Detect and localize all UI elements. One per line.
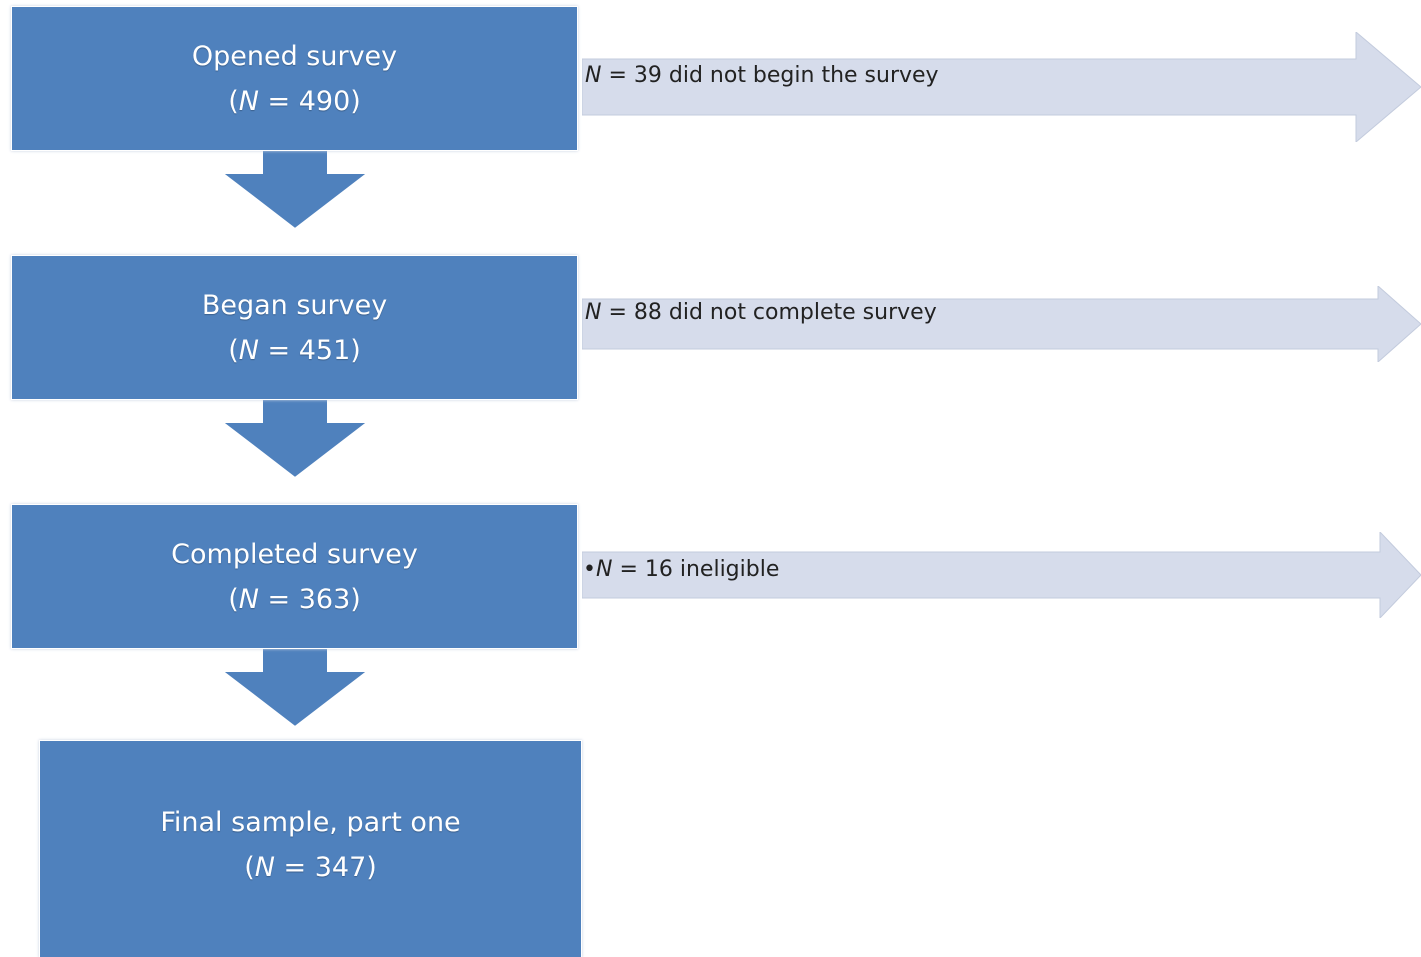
step-title: Completed survey (171, 538, 418, 570)
n-symbol: N (254, 852, 275, 883)
exclusion-text: = 16 ineligible (612, 557, 780, 582)
step-box-opened-survey: Opened survey (N = 490) (12, 7, 577, 150)
down-arrow-3 (220, 647, 370, 729)
count-open-paren: ( (228, 583, 239, 615)
count-open-paren: ( (228, 85, 239, 117)
exclusion-text: = 88 did not complete survey (601, 300, 937, 325)
step-count: (N = 363) (228, 577, 361, 622)
step-box-began-survey: Began survey (N = 451) (12, 256, 577, 399)
down-arrow-1 (220, 149, 370, 231)
n-symbol: N (238, 334, 259, 366)
step-title: Began survey (201, 289, 388, 321)
count-open-paren: ( (228, 334, 239, 366)
down-arrow-2 (220, 398, 370, 480)
exclusion-text: = 39 did not begin the survey (601, 63, 939, 88)
count-value: = 347) (274, 852, 377, 883)
n-symbol: N (585, 300, 602, 325)
exclusion-arrow-1 (582, 32, 1421, 142)
step-count: (N = 490) (228, 79, 361, 124)
exclusion-arrow-3 (582, 532, 1421, 618)
step-count: (N = 347) (244, 845, 377, 890)
count-value: = 451) (258, 334, 361, 366)
n-symbol: N (238, 85, 259, 117)
exclusion-label-1: N = 39 did not begin the survey (585, 63, 939, 89)
n-symbol: N (585, 63, 602, 88)
step-box-final-sample: Final sample, part one (N = 347) (40, 741, 581, 957)
step-title: Final sample, part one (160, 807, 461, 838)
count-open-paren: ( (244, 852, 255, 883)
n-symbol: N (595, 557, 613, 582)
count-value: = 490) (258, 85, 361, 117)
step-box-completed-survey: Completed survey (N = 363) (12, 505, 577, 648)
exclusion-label-2: N = 88 did not complete survey (585, 300, 937, 326)
exclusion-label-3: •N = 16 ineligible (583, 557, 779, 583)
count-value: = 363) (258, 583, 361, 615)
exclusion-bullet: • (583, 557, 596, 582)
step-title: Opened survey (191, 40, 398, 72)
step-count: (N = 451) (228, 328, 361, 373)
n-symbol: N (238, 583, 259, 615)
exclusion-arrow-2 (582, 286, 1421, 362)
